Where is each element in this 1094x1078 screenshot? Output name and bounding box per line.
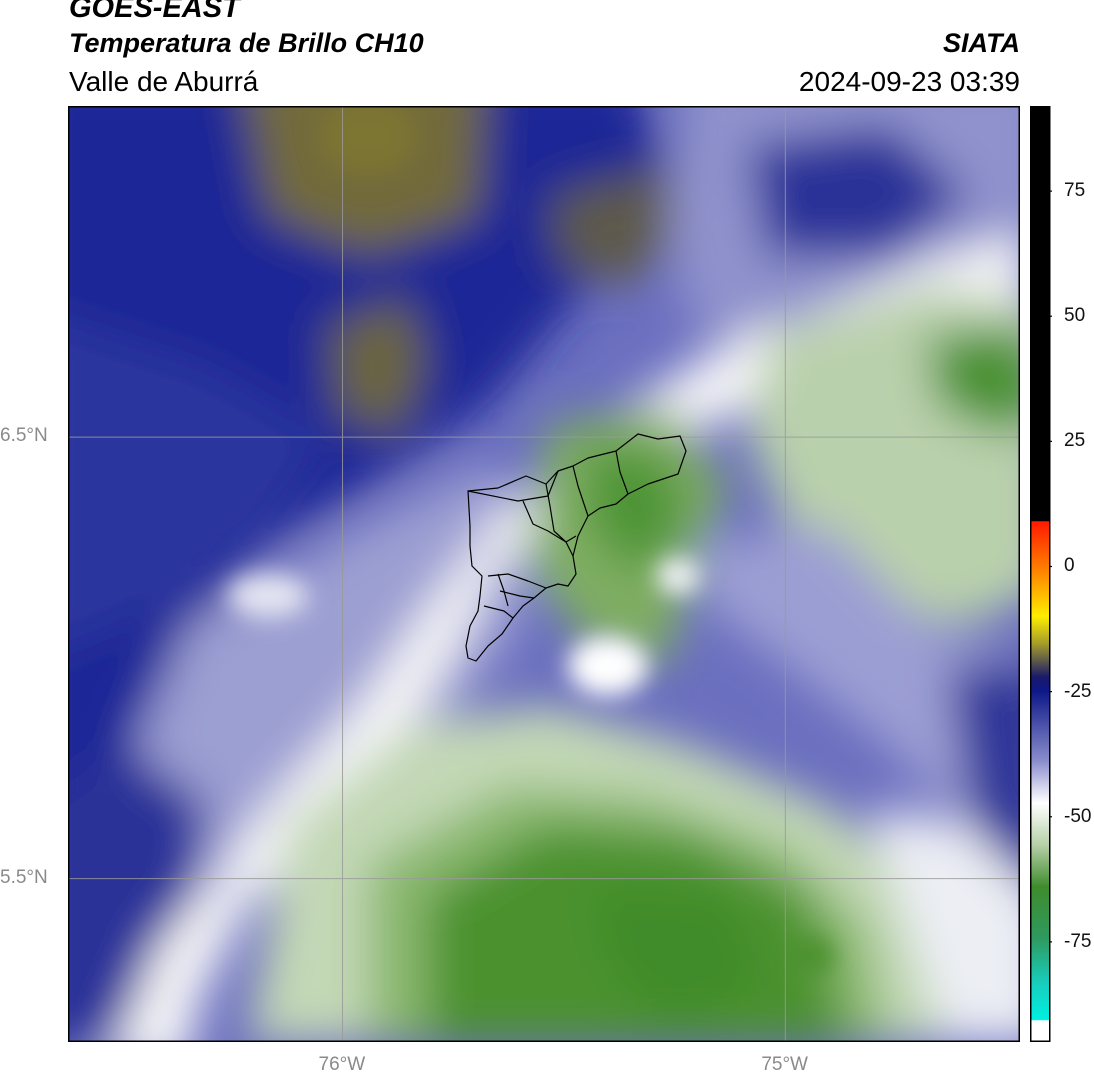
timestamp-label: 2024-09-23 03:39 xyxy=(798,66,1020,97)
region-subtitle: Valle de Aburrá xyxy=(69,66,259,97)
lat-label-6-5: 6.5°N xyxy=(0,425,48,447)
colorbar-tick-label: 25 xyxy=(1064,430,1086,452)
colorbar-tick-label: 50 xyxy=(1064,305,1086,327)
map-gridlines xyxy=(68,106,1020,1042)
agency-label: SIATA xyxy=(943,28,1020,58)
lon-label-75: 75°W xyxy=(761,1054,808,1075)
map-frame xyxy=(68,106,1020,1042)
product-title: Temperatura de Brillo CH10 xyxy=(69,28,424,58)
colorbar-tick-label: 0 xyxy=(1064,555,1075,577)
brightness-temperature-map xyxy=(68,106,1020,1042)
colorbar xyxy=(1030,106,1052,1042)
lon-label-76: 76°W xyxy=(318,1054,366,1075)
satellite-title: GOES-EAST xyxy=(69,0,240,24)
lat-label-5-5: 5.5°N xyxy=(0,866,48,888)
colorbar-tick-label: 75 xyxy=(1064,180,1086,202)
colorbar-tick-label: -25 xyxy=(1064,680,1092,702)
temperature-field xyxy=(68,106,1020,1042)
colorbar-tick-label: -50 xyxy=(1064,805,1092,827)
valle-de-aburra-boundaries xyxy=(465,433,687,662)
colorbar-tick-label: -75 xyxy=(1064,930,1092,952)
